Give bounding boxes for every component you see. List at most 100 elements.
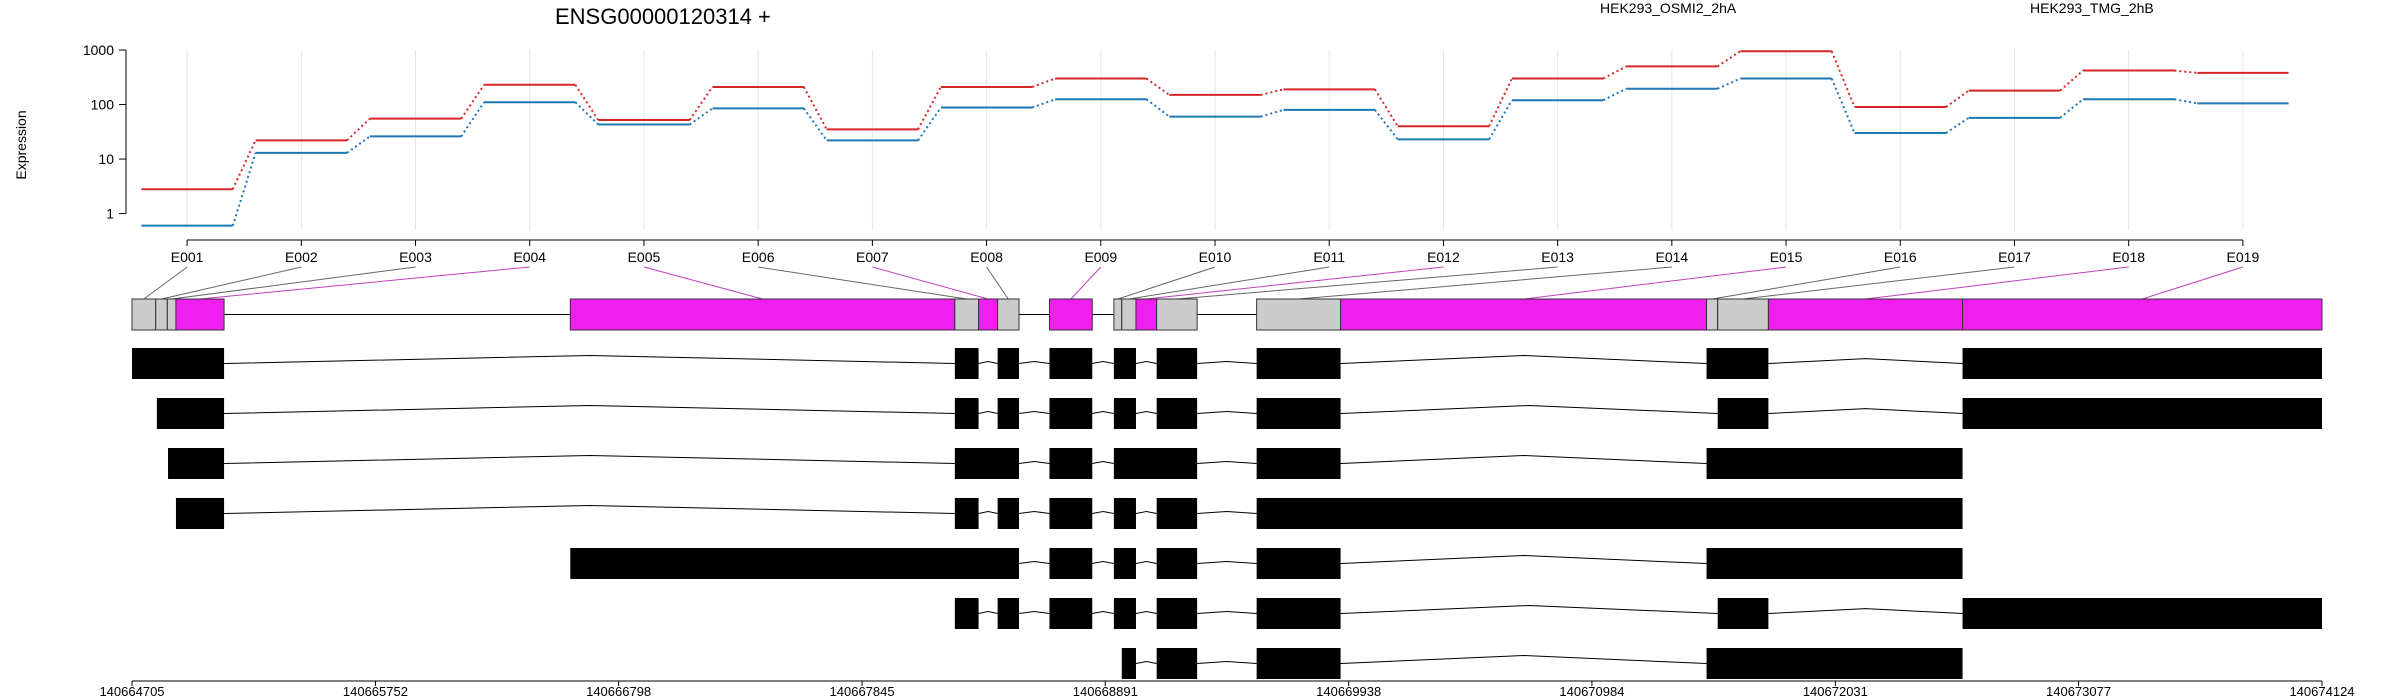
exon-connector xyxy=(199,266,530,300)
intron-line xyxy=(1135,610,1157,614)
series-1-transition xyxy=(1488,78,1513,127)
intron-line xyxy=(1018,360,1050,364)
intron-line xyxy=(1197,460,1257,464)
transcript-2-exon xyxy=(1256,398,1341,429)
transcript-1-exon xyxy=(1962,348,2322,379)
intron-line xyxy=(1340,454,1707,464)
series-1-transition xyxy=(1945,89,1970,108)
series-2-transition xyxy=(574,101,599,126)
series-1-transition xyxy=(1145,77,1170,96)
transcript-3-exon xyxy=(954,448,1020,479)
intron-line xyxy=(1135,360,1157,364)
transcript-6-exon xyxy=(1962,598,2322,629)
x-tick-label: E006 xyxy=(742,249,775,265)
transcript-1-exon xyxy=(1256,348,1341,379)
intron-line xyxy=(1018,510,1050,514)
transcript-3-exon xyxy=(168,448,225,479)
transcript-5-exon xyxy=(1256,548,1341,579)
transcript-4-exon xyxy=(1113,498,1136,529)
exon-connector xyxy=(1070,266,1102,300)
series-2-transition xyxy=(231,152,257,226)
x-tick-label: E007 xyxy=(856,249,889,265)
transcript-5-exon xyxy=(1049,548,1093,579)
x-tick-label: E005 xyxy=(628,249,661,265)
intron-line xyxy=(1340,554,1707,564)
series-2-transition xyxy=(346,135,371,154)
exon-connector xyxy=(1117,266,1216,300)
transcript-5-exon xyxy=(570,548,1020,579)
intron-line xyxy=(1135,510,1157,514)
transcript-1-exon xyxy=(1706,348,1769,379)
exon-block-E015 xyxy=(1340,298,1708,331)
genomic-tick-label: 140672031 xyxy=(1803,684,1868,699)
transcript-2-exon xyxy=(954,398,979,429)
transcript-7-exon xyxy=(1156,648,1198,679)
transcript-2-exon xyxy=(1113,398,1136,429)
genomic-tick-label: 140665752 xyxy=(343,684,408,699)
intron-line xyxy=(1092,410,1114,414)
exon-connector xyxy=(1742,266,2015,300)
exon-block-E001 xyxy=(131,298,157,331)
intron-line xyxy=(1018,560,1050,564)
exon-block-E013 xyxy=(1156,298,1198,331)
intron-line xyxy=(1197,410,1257,414)
transcript-2-exon xyxy=(1962,398,2322,429)
exon-block-E009 xyxy=(1048,298,1093,331)
intron-line xyxy=(1135,410,1157,414)
exon-connector xyxy=(1128,266,1330,300)
intron-line xyxy=(1092,610,1114,614)
transcript-6-exon xyxy=(1256,598,1341,629)
x-tick-label: E015 xyxy=(1770,249,1803,265)
exon-connector xyxy=(171,266,416,300)
intron-line xyxy=(1135,660,1157,664)
series-1-transition xyxy=(231,139,257,190)
transcript-2-exon xyxy=(1717,398,1769,429)
intron-line xyxy=(1135,560,1157,564)
intron-line xyxy=(1092,560,1114,564)
exon-connector xyxy=(143,266,188,300)
transcript-1-exon xyxy=(954,348,979,379)
transcript-3-exon xyxy=(1113,448,1198,479)
series-2-transition xyxy=(1031,98,1056,109)
x-tick-label: E008 xyxy=(970,249,1003,265)
series-2-transition xyxy=(1830,78,1856,134)
transcript-7-exon xyxy=(1256,648,1341,679)
intron-line xyxy=(224,454,955,464)
intron-line xyxy=(1768,408,1963,414)
exon-block-E008 xyxy=(997,298,1020,331)
transcript-2-exon xyxy=(997,398,1020,429)
series-2-transition xyxy=(1145,98,1170,118)
legend-label-2: HEK293_TMG_2hB xyxy=(2030,0,2154,16)
intron-line xyxy=(1340,654,1707,664)
series-2-transition xyxy=(2059,98,2084,119)
transcript-1-exon xyxy=(132,348,225,379)
intron-line xyxy=(1197,610,1257,614)
genomic-tick-label: 140668891 xyxy=(1073,684,1138,699)
intron-line xyxy=(1092,460,1114,464)
exon-connector xyxy=(2142,266,2244,300)
exon-connector xyxy=(1865,266,2129,300)
x-tick-label: E009 xyxy=(1084,249,1117,265)
intron-line xyxy=(1018,460,1050,464)
y-tick-label: 1000 xyxy=(83,42,114,58)
series-1-transition xyxy=(1260,88,1284,96)
series-1-transition xyxy=(460,84,485,120)
transcript-1-exon xyxy=(1156,348,1198,379)
exon-connector xyxy=(1523,266,1787,300)
exon-connector xyxy=(1298,266,1672,300)
genomic-tick-label: 140667845 xyxy=(830,684,895,699)
exon-block-E016 xyxy=(1706,298,1719,331)
y-tick-label: 1 xyxy=(106,206,114,222)
transcript-6-exon xyxy=(1156,598,1198,629)
transcript-1-exon xyxy=(1113,348,1136,379)
intron-line xyxy=(978,410,998,414)
intron-line xyxy=(1768,608,1963,614)
transcript-4-exon xyxy=(997,498,1020,529)
transcript-1-exon xyxy=(997,348,1020,379)
exon-block-E017 xyxy=(1717,298,1769,331)
series-1-transition xyxy=(802,86,828,130)
series-1-transition xyxy=(1374,88,1399,127)
x-tick-label: E004 xyxy=(513,249,546,265)
genomic-tick-label: 140664705 xyxy=(99,684,164,699)
series-2-transition xyxy=(689,107,714,126)
